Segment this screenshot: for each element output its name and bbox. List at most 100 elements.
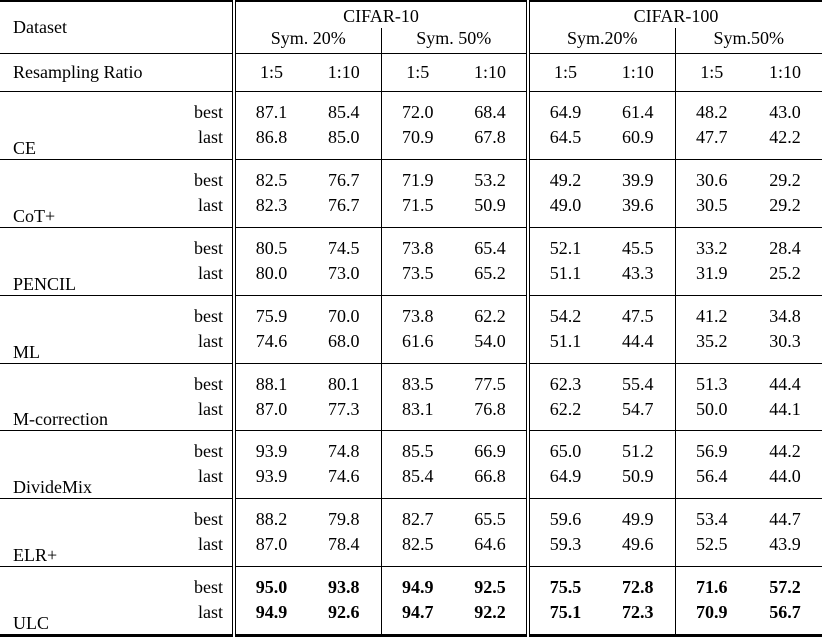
value-cell: 28.4 (748, 227, 822, 261)
stat-label: best (160, 91, 235, 126)
method-name: CoT+ (0, 159, 160, 228)
value-cell: 25.2 (769, 262, 801, 283)
value-cell: 59.6 (526, 498, 602, 533)
resampling-row: Resampling Ratio 1:5 1:10 1:5 1:10 1:5 1… (0, 53, 822, 92)
value-cell: 44.0 (769, 466, 801, 487)
value-cell: 73.0 (328, 262, 360, 283)
value-cell: 47.5 (601, 294, 676, 329)
value-cell: 44.4 (622, 330, 654, 351)
value-cell: 60.9 (622, 127, 654, 148)
value-cell: 88.2 (232, 498, 308, 533)
stat-label: last (198, 262, 224, 283)
value-cell: 51.3 (674, 362, 749, 397)
value-cell: 44.7 (748, 498, 822, 533)
value-cell: 35.2 (674, 328, 749, 364)
method-name: DivideMix (0, 430, 160, 499)
method-name: CE (0, 91, 160, 160)
value-cell: 85.0 (328, 127, 360, 148)
value-cell: 74.5 (307, 227, 382, 261)
value-cell: 39.9 (601, 159, 676, 194)
value-cell: 82.5 (232, 159, 308, 194)
value-cell: 61.4 (601, 91, 676, 126)
value-cell: 50.9 (622, 466, 654, 487)
stat-label: best (160, 159, 235, 194)
value-cell: 50.0 (674, 396, 749, 431)
stat-label: last (198, 330, 224, 351)
value-cell: 92.6 (328, 601, 360, 622)
value-cell: 76.7 (328, 195, 360, 216)
value-cell: 82.5 (380, 532, 455, 567)
method-name: ELR+ (0, 498, 160, 567)
stat-label: best (160, 294, 235, 329)
value-cell: 49.6 (622, 534, 654, 555)
ratio-cell: 1:10 (601, 53, 676, 92)
value-cell: 68.4 (454, 91, 529, 126)
ratio-cell: 1:5 (380, 53, 455, 92)
value-cell: 54.7 (622, 398, 654, 419)
stat-label: last (198, 195, 224, 216)
table-row-ml-last: last 74.6 68.0 61.6 54.0 51.1 44.4 35.2 … (0, 328, 822, 364)
value-cell: 53.4 (674, 498, 749, 533)
value-cell: 65.4 (454, 227, 529, 261)
table-row-ce-last: last 86.8 85.0 70.9 67.8 64.5 60.9 47.7 … (0, 125, 822, 160)
value-cell: 31.9 (674, 260, 749, 296)
value-cell: 80.1 (307, 362, 382, 397)
table-row-ulc-last: last 94.9 92.6 94.7 92.2 75.1 72.3 70.9 … (0, 599, 822, 636)
value-cell: 61.6 (380, 328, 455, 364)
value-cell: 70.9 (380, 125, 455, 160)
value-cell: 87.0 (232, 396, 308, 431)
table-row-pencil-last: last 80.0 73.0 73.5 65.2 51.1 43.3 31.9 … (0, 260, 822, 296)
value-cell: 85.5 (380, 430, 455, 465)
value-cell: 93.9 (232, 464, 308, 499)
value-cell: 94.9 (380, 566, 455, 600)
value-cell: 64.9 (526, 464, 602, 499)
value-cell: 29.2 (748, 159, 822, 194)
value-cell: 29.2 (769, 195, 801, 216)
value-cell: 52.5 (674, 532, 749, 567)
value-cell: 44.4 (748, 362, 822, 397)
value-cell: 39.6 (622, 195, 654, 216)
value-cell: 76.7 (307, 159, 382, 194)
value-cell: 30.6 (674, 159, 749, 194)
value-cell: 86.8 (232, 125, 308, 160)
ratio-cell: 1:5 (232, 53, 308, 92)
value-cell: 73.8 (380, 294, 455, 329)
value-cell: 72.3 (622, 601, 654, 622)
stat-label: best (160, 498, 235, 533)
value-cell: 75.1 (526, 599, 602, 636)
table-row-cot-best: CoT+ best 82.5 76.7 71.9 53.2 49.2 39.9 … (0, 159, 822, 228)
value-cell: 57.2 (748, 566, 822, 600)
value-cell: 75.5 (526, 566, 602, 600)
table-row-elr-last: last 87.0 78.4 82.5 64.6 59.3 49.6 52.5 … (0, 532, 822, 567)
value-cell: 48.2 (674, 91, 749, 126)
value-cell: 45.5 (601, 227, 676, 261)
value-cell: 56.7 (769, 601, 801, 622)
value-cell: 43.9 (769, 534, 801, 555)
resampling-label: Resampling Ratio (0, 53, 235, 92)
value-cell: 71.6 (674, 566, 749, 600)
method-name: PENCIL (0, 227, 160, 296)
value-cell: 80.0 (232, 260, 308, 296)
value-cell: 93.8 (307, 566, 382, 600)
value-cell: 93.9 (232, 430, 308, 465)
table-row-ulc-best: ULC best 95.0 93.8 94.9 92.5 75.5 72.8 7… (0, 566, 822, 636)
value-cell: 51.1 (526, 328, 602, 364)
table-row-ce-best: CE best 87.1 85.4 72.0 68.4 64.9 61.4 48… (0, 91, 822, 160)
value-cell: 51.2 (601, 430, 676, 465)
value-cell: 49.9 (601, 498, 676, 533)
value-cell: 33.2 (674, 227, 749, 261)
value-cell: 53.2 (454, 159, 529, 194)
value-cell: 79.8 (307, 498, 382, 533)
value-cell: 77.3 (328, 398, 360, 419)
value-cell: 30.3 (769, 330, 801, 351)
table-row-elr-best: ELR+ best 88.2 79.8 82.7 65.5 59.6 49.9 … (0, 498, 822, 567)
value-cell: 43.0 (748, 91, 822, 126)
value-cell: 62.3 (526, 362, 602, 397)
value-cell: 95.0 (232, 566, 308, 600)
stat-label: last (198, 534, 224, 555)
header-cifar10: CIFAR-10 (232, 1, 529, 28)
value-cell: 65.5 (454, 498, 529, 533)
method-name: ULC (0, 566, 160, 636)
value-cell: 72.8 (601, 566, 676, 600)
value-cell: 62.2 (526, 396, 602, 431)
